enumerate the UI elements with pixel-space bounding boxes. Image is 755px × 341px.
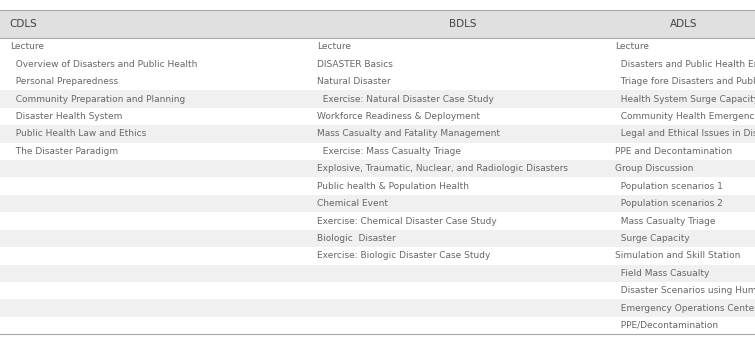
Bar (0, 143, 755, 160)
Text: Mass Casualty Triage: Mass Casualty Triage (615, 217, 716, 225)
Bar (0, 108, 755, 125)
Text: Field Mass Casualty: Field Mass Casualty (615, 269, 710, 278)
Text: Natural Disaster: Natural Disaster (317, 77, 391, 86)
Text: Simulation and Skill Station: Simulation and Skill Station (615, 251, 741, 260)
Text: PPE and Decontamination: PPE and Decontamination (615, 147, 732, 156)
Bar (0, 212, 755, 230)
Text: Biologic  Disaster: Biologic Disaster (317, 234, 396, 243)
Text: Exercise: Biologic Disaster Case Study: Exercise: Biologic Disaster Case Study (317, 251, 491, 260)
Text: Disaster Scenarios using Human Patient Simulators: Disaster Scenarios using Human Patient S… (615, 286, 755, 295)
Text: Surge Capacity: Surge Capacity (615, 234, 690, 243)
Bar (0, 10, 755, 38)
Text: Group Discussion: Group Discussion (615, 164, 694, 173)
Bar (0, 38, 755, 56)
Text: Personal Preparedness: Personal Preparedness (10, 77, 118, 86)
Text: Triage fore Disasters and Public Heath Emergencies: Triage fore Disasters and Public Heath E… (615, 77, 755, 86)
Bar (0, 177, 755, 195)
Bar (0, 160, 755, 177)
Text: Health System Surge Capacity for Disasters: Health System Surge Capacity for Disaste… (615, 95, 755, 104)
Text: CDLS: CDLS (10, 19, 38, 29)
Text: Lecture: Lecture (317, 42, 351, 51)
Text: Disasters and Public Health Emergencies: Disasters and Public Health Emergencies (615, 60, 755, 69)
Text: Chemical Event: Chemical Event (317, 199, 388, 208)
Bar (0, 230, 755, 247)
Text: Exercise: Chemical Disaster Case Study: Exercise: Chemical Disaster Case Study (317, 217, 497, 225)
Bar (0, 299, 755, 317)
Text: Emergency Operations Center: Emergency Operations Center (615, 303, 755, 313)
Bar (0, 56, 755, 73)
Text: Public Health Law and Ethics: Public Health Law and Ethics (10, 130, 146, 138)
Bar (0, 265, 755, 282)
Text: Lecture: Lecture (615, 42, 649, 51)
Bar (0, 317, 755, 334)
Bar (0, 247, 755, 265)
Text: Public health & Population Health: Public health & Population Health (317, 182, 469, 191)
Text: Explosive, Traumatic, Nuclear, and Radiologic Disasters: Explosive, Traumatic, Nuclear, and Radio… (317, 164, 568, 173)
Text: ADLS: ADLS (670, 19, 697, 29)
Text: Mass Casualty and Fatality Management: Mass Casualty and Fatality Management (317, 130, 500, 138)
Text: Community Preparation and Planning: Community Preparation and Planning (10, 95, 185, 104)
Bar (0, 282, 755, 299)
Text: Population scenarios 2: Population scenarios 2 (615, 199, 723, 208)
Text: The Disaster Paradigm: The Disaster Paradigm (10, 147, 118, 156)
Text: Population scenarios 1: Population scenarios 1 (615, 182, 723, 191)
Text: PPE/Decontamination: PPE/Decontamination (615, 321, 719, 330)
Bar (0, 125, 755, 143)
Text: BDLS: BDLS (448, 19, 476, 29)
Text: Exercise: Mass Casualty Triage: Exercise: Mass Casualty Triage (317, 147, 461, 156)
Text: Overview of Disasters and Public Health: Overview of Disasters and Public Health (10, 60, 197, 69)
Text: Exercise: Natural Disaster Case Study: Exercise: Natural Disaster Case Study (317, 95, 494, 104)
Text: Disaster Health System: Disaster Health System (10, 112, 122, 121)
Bar (0, 195, 755, 212)
Text: Legal and Ethical Issues in Disasters: Legal and Ethical Issues in Disasters (615, 130, 755, 138)
Text: Workforce Readiness & Deployment: Workforce Readiness & Deployment (317, 112, 480, 121)
Text: DISASTER Basics: DISASTER Basics (317, 60, 393, 69)
Text: Community Health Emergency Operations and Response: Community Health Emergency Operations an… (615, 112, 755, 121)
Bar (0, 90, 755, 108)
Text: Lecture: Lecture (10, 42, 44, 51)
Bar (0, 73, 755, 90)
